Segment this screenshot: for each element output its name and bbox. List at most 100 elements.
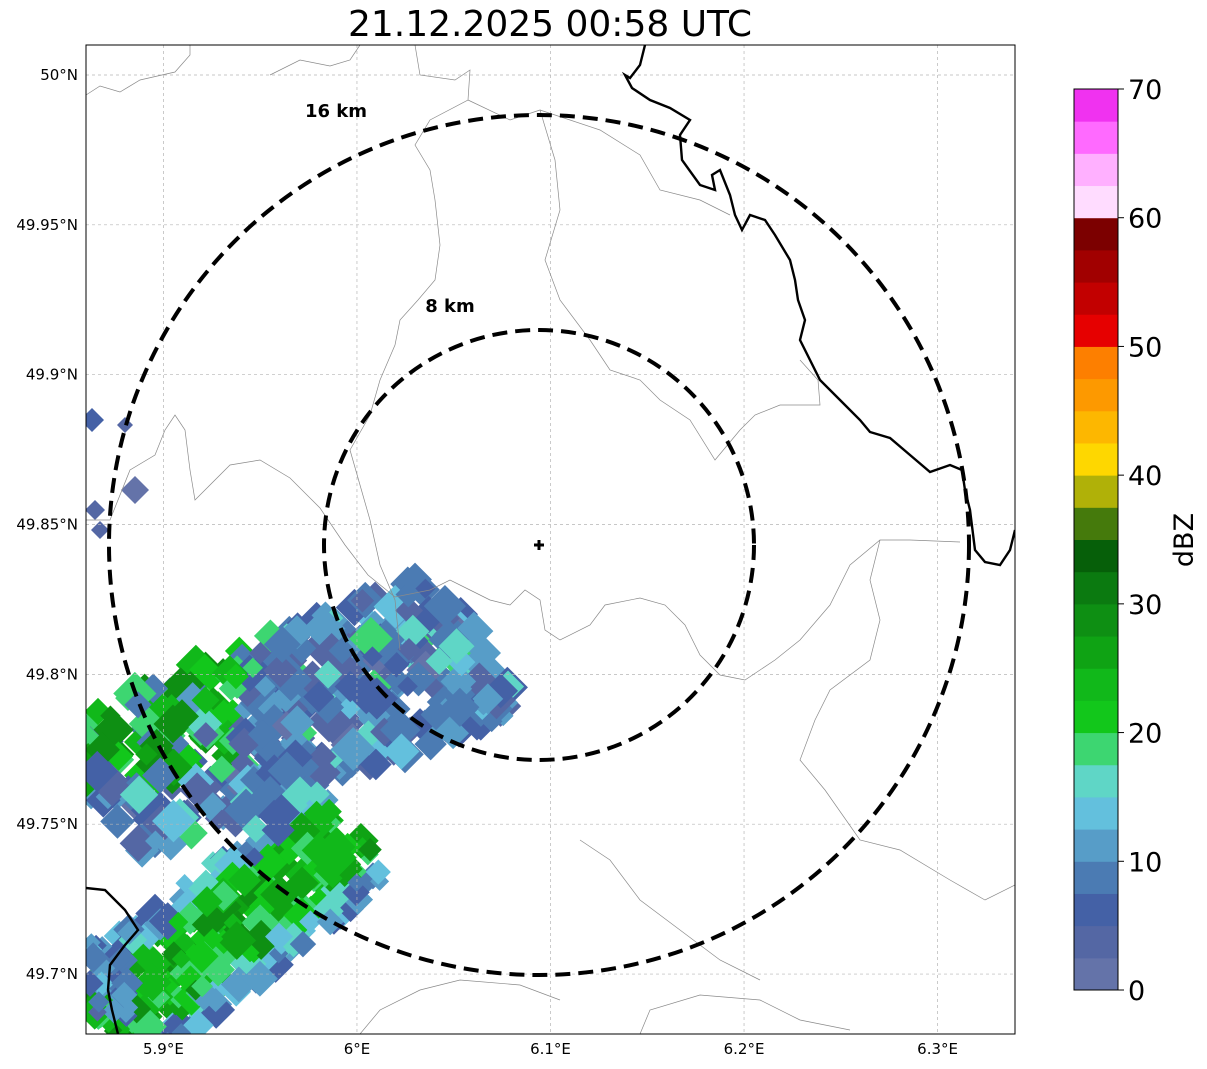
range-ring-16km <box>107 113 971 977</box>
lon-tick-label: 6°E <box>344 1040 371 1058</box>
echo-cell <box>280 705 315 740</box>
echo-cell <box>242 657 264 678</box>
echo-cell <box>88 1002 107 1022</box>
echo-cell <box>189 929 209 948</box>
echo-cell <box>135 743 158 766</box>
echo-cell <box>238 887 258 908</box>
echo-cell <box>397 637 421 661</box>
echo-cell <box>360 748 392 781</box>
echo-cell <box>281 776 319 814</box>
echo-cell <box>117 920 142 945</box>
echo-cell <box>228 863 262 897</box>
colorbar-tick-label: 20 <box>1128 719 1162 750</box>
echo-cell <box>248 776 292 819</box>
border-line <box>86 45 191 96</box>
map-frame <box>85 44 1016 1035</box>
plot-area: 16 km 8 km <box>36 45 1015 1069</box>
colorbar-swatch <box>1074 925 1118 959</box>
colorbar-swatch <box>1074 249 1118 283</box>
colorbar-swatch <box>1074 571 1118 605</box>
lat-tick-label: 49.75°N <box>16 815 78 833</box>
echo-cell <box>119 824 157 862</box>
colorbar-swatch <box>1074 314 1118 347</box>
echo-cell <box>270 682 302 713</box>
reflectivity-echoes <box>36 408 528 1069</box>
echo-cell <box>175 874 194 893</box>
border-line <box>539 109 731 216</box>
echo-cell <box>350 719 389 757</box>
echo-cell <box>223 663 249 690</box>
echo-cell <box>309 632 354 677</box>
echo-cell <box>350 589 375 613</box>
graticule-grid <box>86 45 1015 1034</box>
border-line <box>579 839 761 981</box>
echo-cell <box>395 596 424 625</box>
echo-cell <box>383 733 420 770</box>
echo-cell <box>36 704 73 741</box>
colorbar-swatch <box>1074 121 1118 154</box>
echo-cell <box>438 628 475 665</box>
colorbar-tick-label: 10 <box>1128 847 1162 878</box>
echo-cell <box>334 670 367 703</box>
echo-cell <box>328 636 356 665</box>
map-title: 21.12.2025 00:58 UTC <box>347 4 753 45</box>
colorbar-tick-label: 70 <box>1128 75 1162 106</box>
echo-cell <box>45 699 81 735</box>
boundary-lines <box>86 45 1015 1034</box>
colorbar-swatch <box>1074 764 1118 798</box>
echo-cell <box>230 751 254 775</box>
echo-cell <box>113 995 139 1020</box>
echo-cell <box>43 716 72 745</box>
echo-cell <box>260 875 300 915</box>
lon-tick-label: 5.9°E <box>143 1040 184 1058</box>
echo-cell <box>241 814 270 843</box>
colorbar-swatch <box>1074 861 1118 894</box>
echo-cell <box>88 991 110 1013</box>
colorbar-frame <box>1073 88 1119 991</box>
echo-cell <box>147 986 171 1009</box>
echo-cell <box>279 615 315 650</box>
echo-cell <box>93 709 134 750</box>
echo-cell <box>164 699 200 734</box>
echo-cell <box>165 1031 170 1034</box>
echo-cell <box>42 703 72 733</box>
echo-cell <box>299 910 322 933</box>
echo-cell <box>265 922 294 951</box>
echo-cell <box>86 500 105 520</box>
echo-cell <box>269 658 313 702</box>
echo-cell <box>297 856 331 890</box>
echo-cell <box>118 1028 130 1034</box>
border-line <box>359 979 561 1034</box>
echo-cell <box>104 1044 132 1069</box>
echo-cell <box>261 813 295 847</box>
echo-cell <box>247 719 277 749</box>
colorbar-swatch <box>1074 732 1118 766</box>
colorbar-swatch <box>1074 893 1118 927</box>
lat-tick-label: 49.9°N <box>26 366 78 384</box>
colorbar-tick-label: 60 <box>1128 204 1162 235</box>
echo-cell <box>355 677 398 720</box>
echo-cell <box>308 742 337 771</box>
echo-cell <box>331 727 376 771</box>
echo-cell <box>418 623 440 645</box>
lon-tick-label: 6.1°E <box>530 1040 571 1058</box>
echo-cell <box>179 772 215 808</box>
border-line <box>467 99 821 461</box>
border-line <box>799 539 1015 901</box>
echo-cell <box>415 578 436 599</box>
echo-cell <box>111 981 138 1008</box>
colorbar-swatch <box>1074 89 1118 122</box>
echo-cell <box>145 830 166 852</box>
echo-cell <box>220 966 257 1003</box>
ring-label-8km: 8 km <box>425 296 475 317</box>
echo-cell <box>282 897 321 936</box>
colorbar-swatch <box>1074 217 1118 251</box>
echo-cell <box>218 676 244 701</box>
echo-cell <box>86 755 89 760</box>
echo-cell <box>342 878 370 907</box>
lon-tick-label: 6.2°E <box>724 1040 765 1058</box>
colorbar-label: dBZ <box>1169 513 1200 567</box>
echo-cell <box>383 667 412 696</box>
echo-cell <box>254 942 283 971</box>
echo-cell <box>182 1010 214 1034</box>
